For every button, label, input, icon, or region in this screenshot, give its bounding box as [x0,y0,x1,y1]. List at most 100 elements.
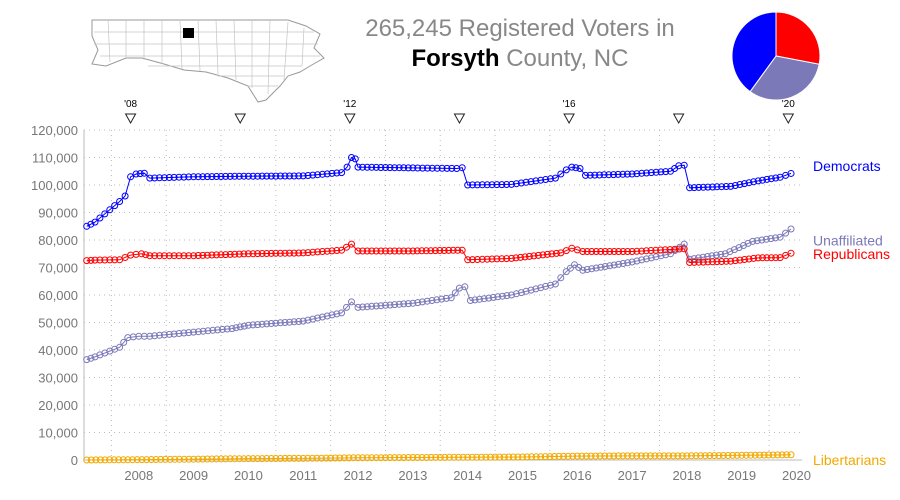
data-point [749,237,757,245]
data-point [432,453,440,461]
data-point [718,258,726,265]
data-point [433,164,441,172]
election-year-label: '12 [343,99,356,110]
data-point [557,170,565,178]
data-point [391,247,399,255]
data-point [719,452,727,459]
data-point [473,181,481,189]
data-point [185,252,193,260]
data-point [624,452,631,460]
data-point [657,168,665,176]
election-marker-icon [782,113,795,125]
data-point [414,299,422,307]
data-point [333,169,341,177]
label-democrats: Democrats [813,158,881,174]
data-point [458,164,466,172]
data-point [530,252,538,260]
data-point [235,455,243,463]
data-point [485,294,493,302]
data-point [652,246,660,254]
data-point [204,327,212,335]
data-point [422,247,430,255]
data-point [400,300,408,308]
election-year-label: '08 [124,99,137,110]
data-point [363,303,371,311]
data-point [96,456,104,464]
data-point [651,452,659,460]
data-point [769,451,777,459]
data-point [695,254,702,262]
data-point [170,330,178,338]
data-point [413,247,421,255]
data-point [199,173,207,181]
data-point [731,257,739,265]
data-point [194,173,202,181]
data-point [701,452,709,460]
data-point [587,452,595,460]
data-point [483,255,491,263]
data-point [500,453,508,461]
data-point [101,210,109,218]
data-point [690,184,698,192]
data-point [136,170,144,178]
data-point [615,260,623,268]
data-point [328,169,336,177]
data-point [314,314,322,322]
data-point [382,454,389,462]
data-point [400,247,408,255]
data-point [473,256,481,263]
label-libertarians: Libertarians [813,452,886,468]
label-unaffiliated: Unaffiliated [813,233,883,249]
data-point [523,453,531,461]
data-point [527,286,535,294]
data-point [263,250,271,257]
data-point [382,247,389,255]
data-point [368,302,376,310]
data-point [466,297,474,304]
data-point [267,249,275,257]
data-point [547,281,554,289]
data-point [147,456,155,463]
data-point [413,454,421,461]
series-line [86,454,792,461]
data-point [348,240,355,248]
data-point [160,331,168,339]
election-marker-icon [343,113,356,125]
data-point [550,453,558,460]
pie-slice-democrats [731,11,777,93]
data-point [222,251,230,259]
series-democrats [83,154,795,230]
data-point [532,285,540,293]
data-point [423,297,431,305]
y-tick-label: 80,000 [38,233,78,248]
data-point [548,250,556,258]
data-point [363,454,371,462]
data-point [494,293,502,301]
data-point [146,174,154,182]
data-point [304,454,312,462]
data-point [760,451,768,459]
data-point [445,246,453,254]
data-point [532,453,540,461]
data-point [226,250,234,258]
data-point [424,164,431,172]
data-point [190,328,198,336]
data-point [180,252,188,260]
data-point [286,454,293,462]
data-point [712,251,720,259]
data-point [395,454,403,462]
data-point [119,456,127,464]
data-point [240,250,248,258]
data-point [606,262,614,270]
data-point [404,454,412,461]
data-point [354,303,362,311]
data-point [628,452,636,460]
data-point [455,453,462,461]
data-point [713,258,721,266]
data-point [226,172,234,180]
data-point [478,255,486,263]
data-point [464,181,472,189]
data-point [433,296,441,304]
data-point [619,248,627,255]
data-point [628,248,636,255]
